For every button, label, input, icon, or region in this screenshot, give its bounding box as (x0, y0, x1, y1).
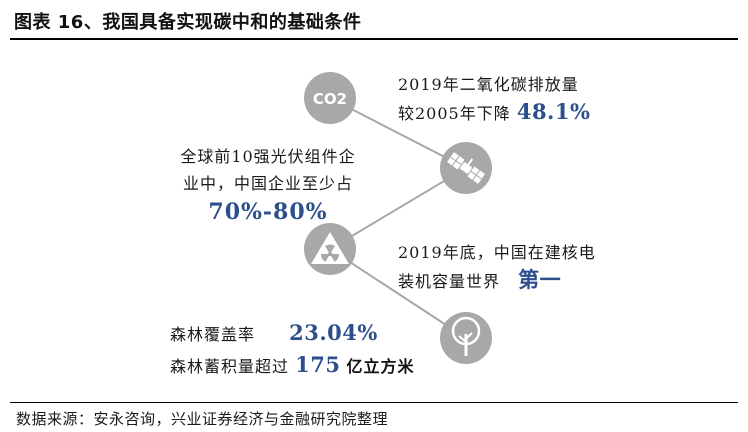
carbon-value: 48.1% (516, 99, 591, 124)
carbon-line-1: 2019年二氧化碳排放量 (398, 75, 579, 94)
nuclear-value: 第一 (518, 267, 562, 292)
forest-stock-unit: 亿立方米 (346, 357, 415, 376)
co2-icon: CO2 (304, 72, 356, 124)
co2-label: CO2 (313, 90, 347, 108)
nuclear-line-2: 装机容量世界 第一 (398, 266, 596, 295)
tree-icon (440, 312, 492, 364)
forest-line-2: 森林蓄积量超过 175 亿立方米 (170, 350, 415, 382)
forest-stock-value: 175 (295, 352, 341, 377)
carbon-line-2: 较2005年下降 48.1% (398, 98, 590, 127)
top-rule (10, 38, 738, 40)
solar-line-2: 业中，中国企业至少占 (182, 174, 353, 193)
nuclear-icon (304, 223, 356, 275)
source-note: 数据来源：安永咨询，兴业证券经济与金融研究院整理 (16, 410, 389, 428)
forest-line-1-prefix: 森林覆盖率 (170, 325, 256, 344)
figure-title: 图表 16、我国具备实现碳中和的基础条件 (14, 12, 362, 33)
solar-panel-icon (440, 142, 492, 194)
carbon-line-2-prefix: 较2005年下降 (398, 104, 511, 123)
solar-value: 70%-80% (208, 199, 328, 225)
forest-line-2-prefix: 森林蓄积量超过 (170, 357, 290, 376)
forest-text: 森林覆盖率 23.04% 森林蓄积量超过 175 亿立方米 (170, 318, 415, 382)
nuclear-line-1: 2019年底，中国在建核电 (398, 243, 596, 262)
nuclear-text: 2019年底，中国在建核电 装机容量世界 第一 (398, 239, 596, 295)
solar-line-1: 全球前10强光伏组件企 (180, 147, 356, 166)
forest-coverage-value: 23.04% (289, 320, 378, 345)
carbon-text: 2019年二氧化碳排放量 较2005年下降 48.1% (398, 71, 590, 127)
nuclear-line-2-prefix: 装机容量世界 (398, 272, 501, 291)
connector-line (328, 97, 469, 339)
forest-line-1: 森林覆盖率 23.04% (170, 318, 415, 350)
bottom-rule (10, 402, 738, 403)
solar-text: 全球前10强光伏组件企 业中，中国企业至少占 70%-80% (168, 143, 368, 227)
